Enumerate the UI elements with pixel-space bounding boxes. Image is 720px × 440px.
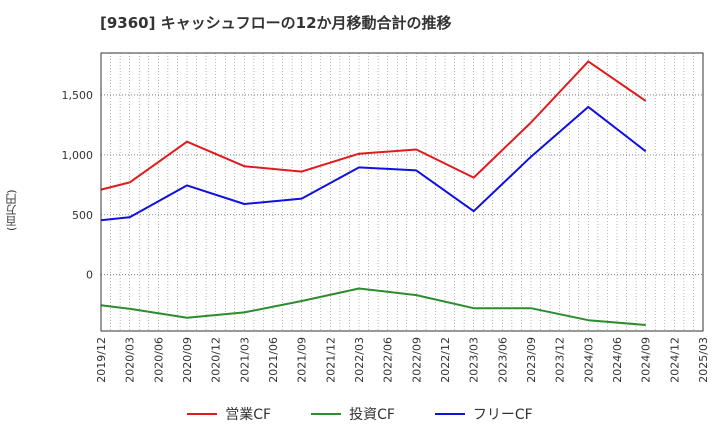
y-tick-label: 1,000 <box>62 149 94 162</box>
legend-swatch <box>311 413 342 415</box>
x-tick-label: 2023/12 <box>554 337 567 383</box>
x-tick-label: 2022/06 <box>382 337 395 383</box>
legend-label: フリーCF <box>472 407 533 423</box>
y-tick-labels: 0 500 1,000 1,500 <box>62 89 94 282</box>
legend-swatch <box>187 413 218 415</box>
x-tick-label: 2024/03 <box>582 337 595 383</box>
x-tick-label: 2025/03 <box>697 337 710 383</box>
series-line-フリーCF <box>100 105 647 222</box>
series-line-営業CF <box>100 60 647 191</box>
x-tick-label: 2020/12 <box>210 337 223 383</box>
x-tick-label: 2020/03 <box>124 337 137 383</box>
legend-item: 投資CF <box>311 404 395 424</box>
x-tick-label: 2022/03 <box>353 337 366 383</box>
legend-label: 投資CF <box>349 407 395 423</box>
x-tick-label: 2024/06 <box>611 337 624 383</box>
x-tick-label: 2023/06 <box>496 337 509 383</box>
x-tick-label: 2022/12 <box>439 337 452 383</box>
legend-item: フリーCF <box>434 404 533 424</box>
x-tick-label: 2020/09 <box>181 337 194 383</box>
legend-label: 営業CF <box>225 407 272 423</box>
chart-title: [9360] キャッシュフローの12か月移動合計の推移 <box>100 14 452 32</box>
y-tick-label: 0 <box>86 269 93 282</box>
x-tick-label: 2021/09 <box>296 337 309 383</box>
x-tick-label: 2023/09 <box>525 337 538 383</box>
x-tick-label: 2021/03 <box>238 337 251 383</box>
x-tick-label: 2021/12 <box>324 337 337 383</box>
x-tick-label: 2024/12 <box>668 337 681 383</box>
x-tick-label: 2021/06 <box>267 337 280 383</box>
x-tick-label: 2023/03 <box>468 337 481 383</box>
legend-item: 営業CF <box>187 404 271 424</box>
series-lines <box>100 60 647 326</box>
grid <box>101 53 703 331</box>
legend: 営業CF 投資CF フリーCF <box>0 404 720 424</box>
x-tick-labels: 2019/12 2020/03 2020/06 2020/09 2020/12 2021/… <box>95 337 710 383</box>
y-tick-label: 500 <box>72 209 93 222</box>
legend-swatch <box>434 413 465 415</box>
x-tick-label: 2022/09 <box>410 337 423 383</box>
y-tick-label: 1,500 <box>62 89 94 102</box>
series-line-投資CF <box>100 287 646 326</box>
x-tick-label: 2020/06 <box>152 337 165 383</box>
x-tick-label: 2019/12 <box>95 337 108 383</box>
plot-frame <box>100 52 704 332</box>
x-tick-label: 2024/09 <box>640 337 653 383</box>
